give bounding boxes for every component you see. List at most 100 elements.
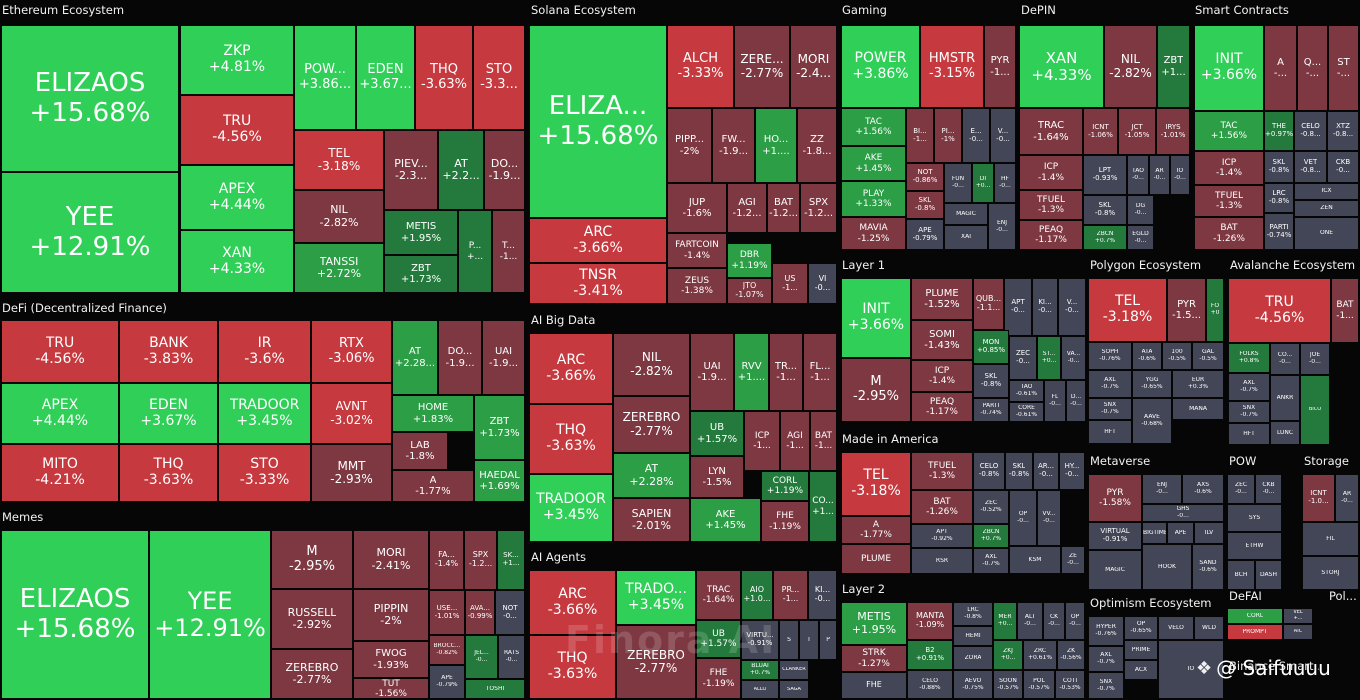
section-title-memes[interactable]: Memes xyxy=(2,510,44,524)
tile-avalanche-ecosystem-lunc[interactable]: LUNC xyxy=(1270,421,1300,445)
tile-depin-nil[interactable]: NIL -2.82% xyxy=(1104,25,1157,108)
tile-defi-decentralized-finance-home[interactable]: HOME +1.83% xyxy=(392,395,474,432)
tile-smart-contracts-skl[interactable]: SKL -0.8% xyxy=(1264,151,1294,183)
tile-optimism-ecosystem-axl[interactable]: AXL -0.7% xyxy=(1088,646,1124,672)
tile-defi-decentralized-finance-uai[interactable]: UAI -1.9... xyxy=(482,320,525,395)
section-title-solana-ecosystem[interactable]: Solana Ecosystem xyxy=(531,3,636,17)
tile-depin-skl[interactable]: SKL -0.8% xyxy=(1083,195,1127,225)
tile-made-in-america-zec[interactable]: ZEC -0.52% xyxy=(973,490,1009,524)
tile-smart-contracts-bat[interactable]: BAT -1.26% xyxy=(1194,217,1264,250)
tile-ai-big-data-sapien[interactable]: SAPIEN -2.01% xyxy=(613,498,690,542)
tile-metaverse-ape[interactable]: APE xyxy=(1167,522,1194,544)
tile-solana-ecosystem-zz[interactable]: ZZ -1.8... xyxy=(797,108,837,183)
tile-ai-big-data-fl[interactable]: FL... -1... xyxy=(803,333,837,411)
tile-memes-yee[interactable]: YEE +12.91% xyxy=(149,530,271,699)
tile-made-in-america-rsr[interactable]: RSR xyxy=(911,548,973,574)
tile-ai-agents-bluai[interactable]: BLUAI +0.7% xyxy=(741,660,779,680)
tile-metaverse-sand[interactable]: SAND -0.6% xyxy=(1192,544,1224,590)
tile-ai-big-data-at[interactable]: AT +2.28% xyxy=(613,453,690,498)
tile-ai-big-data-agi[interactable]: AGI -1... xyxy=(780,411,810,471)
tile-layer-1-tao[interactable]: TAO -0.61% xyxy=(1009,380,1044,402)
tile-gaming-bi[interactable]: BI... -1... xyxy=(906,108,934,163)
section-title-ethereum-ecosystem[interactable]: Ethereum Ecosystem xyxy=(2,3,125,17)
tile-smart-contracts-vet[interactable]: VET -0.8... xyxy=(1294,151,1327,183)
tile-layer-2-b2[interactable]: B2 +0.91% xyxy=(907,640,953,670)
section-title-metaverse[interactable]: Metaverse xyxy=(1090,454,1151,468)
tile-solana-ecosystem-fw[interactable]: FW... -1.9... xyxy=(712,108,755,183)
tile-layer-2-zrc[interactable]: ZRC +0.61% xyxy=(1023,640,1057,670)
tile-defi-decentralized-finance-thq[interactable]: THQ -3.63% xyxy=(119,444,218,502)
tile-solana-ecosystem-arc[interactable]: ARC -3.66% xyxy=(529,218,667,263)
tile-made-in-america-celo[interactable]: CELO -0.8% xyxy=(973,452,1005,490)
tile-ethereum-ecosystem-do[interactable]: DO... -1.9... xyxy=(484,130,525,210)
tile-avalanche-ecosystem-joe[interactable]: JOE -0... xyxy=(1300,343,1330,375)
tile-layer-1-init[interactable]: INIT +3.66% xyxy=(841,278,911,358)
tile-ethereum-ecosystem-tanssi[interactable]: TANSSI +2.72% xyxy=(294,243,384,293)
tile-optimism-ecosystem-wld[interactable]: WLD xyxy=(1194,616,1224,640)
tile-layer-2-fhe[interactable]: FHE xyxy=(841,672,907,699)
tile-layer-2-manta[interactable]: MANTA -1.09% xyxy=(907,602,953,640)
tile-defi-decentralized-finance-tradoor[interactable]: TRADOOR +3.45% xyxy=(218,383,311,444)
tile-depin-xan[interactable]: XAN +4.33% xyxy=(1019,25,1104,108)
tile-memes-fwog[interactable]: FWOG -1.93% xyxy=(353,641,429,678)
tile-ai-big-data-bat[interactable]: BAT -1... xyxy=(810,411,837,471)
tile-polygon-ecosystem-pyr[interactable]: PYR -1.5... xyxy=(1167,278,1206,342)
tile-defi-decentralized-finance-at[interactable]: AT +2.28... xyxy=(392,320,438,395)
tile-ethereum-ecosystem-tel[interactable]: TEL -3.18% xyxy=(294,130,384,190)
tile-gaming-ape[interactable]: APE -0.79% xyxy=(906,219,944,250)
tile-depin-zbt[interactable]: ZBT +1... xyxy=(1157,25,1190,108)
tile-smart-contracts-xtz[interactable]: XTZ -0.8... xyxy=(1327,111,1359,151)
tile-layer-1-v[interactable]: V... -0... xyxy=(1058,278,1086,336)
tile-gaming-pyr[interactable]: PYR -1... xyxy=(984,25,1016,108)
tile-layer-1-qub[interactable]: QUB... -1.1... xyxy=(973,278,1004,330)
tile-gaming-tac[interactable]: TAC +1.56% xyxy=(841,108,906,146)
section-title-avalanche-ecosystem[interactable]: Avalanche Ecosystem xyxy=(1230,258,1356,272)
tile-layer-1-parti[interactable]: PARTI -0.74% xyxy=(973,398,1009,422)
tile-gaming-not[interactable]: NOT -0.86% xyxy=(906,163,944,191)
tile-polygon-ecosystem-axl[interactable]: AXL -0.7% xyxy=(1088,370,1132,398)
tile-solana-ecosystem-alch[interactable]: ALCH -3.33% xyxy=(667,25,734,108)
tile-made-in-america-bat[interactable]: BAT -1.26% xyxy=(911,490,973,524)
tile-defai-vel[interactable]: VEL +... xyxy=(1283,608,1313,624)
tile-polygon-ecosystem-soph[interactable]: SOPH -0.76% xyxy=(1088,342,1132,370)
tile-memes-ava[interactable]: AVA... -0.99% xyxy=(465,590,495,635)
section-title-defai[interactable]: DeFAI xyxy=(1229,589,1262,603)
tile-ai-agents-ki[interactable]: KI... -0... xyxy=(808,570,837,620)
tile-ethereum-ecosystem-thq[interactable]: THQ -3.63% xyxy=(415,25,473,130)
tile-smart-contracts-init[interactable]: INIT +3.66% xyxy=(1194,25,1264,111)
tile-gaming-power[interactable]: POWER +3.86% xyxy=(841,25,920,108)
tile-gaming-xai[interactable]: XAI xyxy=(944,225,988,250)
tile-layer-1-somi[interactable]: SOMI -1.43% xyxy=(911,320,973,360)
section-title-pol[interactable]: Pol... xyxy=(1329,589,1357,603)
tile-polygon-ecosystem-mana[interactable]: MANA xyxy=(1172,398,1224,420)
tile-ethereum-ecosystem-elizaos[interactable]: ELIZAOS +15.68% xyxy=(1,25,179,172)
tile-defi-decentralized-finance-mito[interactable]: MITO -4.21% xyxy=(1,444,119,502)
tile-solana-ecosystem-bat[interactable]: BAT -1.2... xyxy=(767,183,800,233)
tile-metaverse-hook[interactable]: HOOK xyxy=(1142,544,1192,590)
tile-layer-1-skl[interactable]: SKL -0.8% xyxy=(973,364,1009,398)
tile-defi-decentralized-finance-eden[interactable]: EDEN +3.67% xyxy=(119,383,218,444)
tile-ai-agents-thq[interactable]: THQ -3.63% xyxy=(529,635,616,699)
tile-layer-1-zec[interactable]: ZEC -0... xyxy=(1009,336,1037,380)
tile-depin-zbcn[interactable]: ZBCN +0.7% xyxy=(1083,225,1127,250)
tile-memes-fa[interactable]: FA... -1.4% xyxy=(429,530,464,590)
tile-layer-1-apt[interactable]: APT -0... xyxy=(1004,278,1032,336)
tile-polygon-ecosystem-ata[interactable]: ATA -0.6% xyxy=(1132,342,1162,370)
tile-layer-1-d[interactable]: D... -0... xyxy=(1066,380,1086,422)
tile-made-in-america-plume[interactable]: PLUME xyxy=(841,544,911,574)
tile-memes-spx[interactable]: SPX -1.2... xyxy=(464,530,497,590)
tile-smart-contracts-icp[interactable]: ICP -1.4% xyxy=(1194,151,1264,185)
tile-layer-2-aevo[interactable]: AEVO -0.75% xyxy=(953,670,993,699)
tile-ai-agents-clanker[interactable]: CLANKER xyxy=(779,660,809,680)
tile-layer-2-zkj[interactable]: ZKJ +0... xyxy=(993,640,1023,670)
tile-memes-mori[interactable]: MORI -2.41% xyxy=(353,530,429,589)
tile-gaming-hmstr[interactable]: HMSTR -3.15% xyxy=(920,25,984,108)
tile-solana-ecosystem-mori[interactable]: MORI -2.4... xyxy=(790,25,837,108)
tile-layer-2-pol[interactable]: POL -0.57% xyxy=(1023,670,1055,699)
tile-layer-1-m[interactable]: M -2.95% xyxy=(841,358,911,422)
tile-made-in-america-zbcn[interactable]: ZBCN +0.7% xyxy=(973,524,1009,548)
tile-optimism-ecosystem-io[interactable]: IO xyxy=(1158,640,1224,699)
tile-layer-1-va[interactable]: VA... -0... xyxy=(1061,336,1086,380)
tile-polygon-ecosystem-hft[interactable]: HFT xyxy=(1088,420,1132,444)
tile-ai-big-data-arc[interactable]: ARC -3.66% xyxy=(529,333,613,404)
